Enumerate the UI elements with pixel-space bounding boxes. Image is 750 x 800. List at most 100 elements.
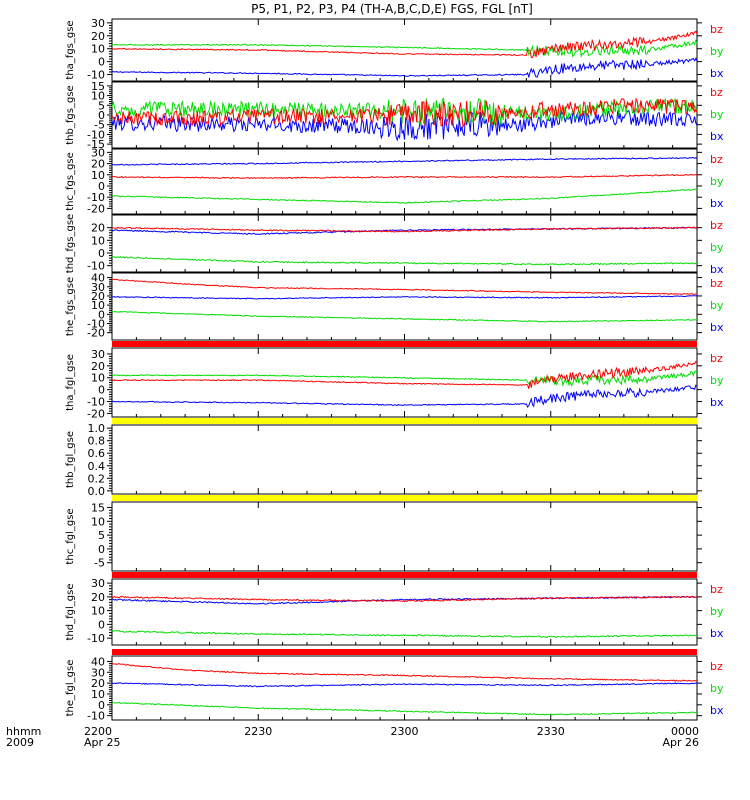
series-line-by: [111, 701, 698, 716]
legend-by: by: [710, 175, 724, 188]
y-tick-label: -10: [87, 128, 105, 141]
series-line-bx: [112, 156, 698, 166]
y-tick-label: -10: [87, 191, 105, 204]
series-line-bx: [111, 57, 698, 78]
y-tick-label: 30: [91, 17, 105, 30]
status-bar: [112, 649, 697, 655]
status-bar: [112, 418, 697, 424]
y-tick-label: 1.0: [88, 422, 106, 435]
legend-bz: bz: [710, 219, 723, 232]
y-tick-label: 0.0: [88, 485, 106, 498]
legend-bx: bx: [710, 627, 724, 640]
panel-frame: [111, 655, 698, 721]
panel-frame: [111, 424, 698, 495]
status-bar: [112, 495, 697, 501]
y-tick-label: 0: [98, 56, 105, 69]
y-tick-label: 10: [91, 234, 105, 247]
y-tick-label: 30: [91, 146, 105, 159]
series-line-bz: [111, 662, 698, 682]
panel-frame: [111, 18, 698, 82]
y-tick-label: 30: [91, 348, 105, 361]
y-tick-label: 10: [91, 372, 105, 385]
y-tick-label: 20: [91, 158, 105, 171]
y-tick-label: 0: [98, 247, 105, 260]
legend-bz: bz: [710, 660, 723, 673]
legend-by: by: [710, 299, 724, 312]
y-tick-label: 10: [91, 299, 105, 312]
legend-bx: bx: [710, 321, 724, 334]
y-tick-label: -5: [94, 557, 105, 570]
series-line-bz: [111, 595, 698, 603]
legend-by: by: [710, 108, 724, 121]
y-tick-label: -10: [87, 260, 105, 273]
panel-ylabel: thd_fgs_gse: [65, 214, 76, 273]
y-tick-label: 20: [91, 677, 105, 690]
y-tick-label: 0.2: [88, 472, 106, 485]
panel-ylabel: tha_fgl_gse: [65, 354, 76, 411]
plot-title: P5, P1, P2, P3, P4 (TH-A,B,C,D,E) FGS, F…: [251, 2, 533, 16]
legend-bx: bx: [710, 197, 724, 210]
series-line-bz: [112, 278, 698, 295]
panel-frame: [111, 501, 698, 572]
x-row-label-year: 2009: [6, 736, 34, 749]
y-tick-label: 0: [98, 618, 105, 631]
series-line-by: [112, 38, 698, 58]
y-tick-label: 10: [91, 688, 105, 701]
y-tick-label: -5: [94, 119, 105, 132]
series-line-bx: [111, 295, 698, 300]
x-row-label-time: hhmm: [6, 725, 41, 738]
y-tick-label: 15: [91, 502, 105, 515]
legend-bx: bx: [710, 704, 724, 717]
status-bar: [112, 572, 697, 578]
y-tick-label: -10: [87, 632, 105, 645]
y-tick-label: 20: [91, 591, 105, 604]
legend-bz: bz: [710, 583, 723, 596]
y-tick-label: 0: [98, 180, 105, 193]
y-tick-label: -15: [87, 138, 105, 151]
y-tick-label: 20: [91, 222, 105, 235]
y-tick-label: 40: [91, 272, 105, 285]
series-line-bz: [111, 30, 698, 59]
y-tick-label: 0: [98, 308, 105, 321]
legend-bz: bz: [710, 352, 723, 365]
y-tick-label: 0: [98, 699, 105, 712]
y-tick-label: 30: [91, 666, 105, 679]
y-tick-label: 5: [98, 529, 105, 542]
y-tick-label: -10: [87, 710, 105, 723]
series-line-by: [111, 188, 698, 204]
y-tick-label: 40: [91, 655, 105, 668]
series-line-bz: [111, 226, 698, 233]
y-tick-label: 0.4: [88, 460, 106, 473]
y-tick-label: 20: [91, 360, 105, 373]
series-line-by: [111, 310, 698, 323]
panel-thb_fgl_gse: 1.00.80.60.40.20.0 thb_fgl_gse: [65, 422, 702, 498]
panel-ylabel: thc_fgl_gse: [65, 508, 76, 564]
legend-bx: bx: [710, 130, 724, 143]
y-tick-label: -20: [87, 202, 105, 215]
legend-bz: bz: [710, 23, 723, 36]
legend-by: by: [710, 45, 724, 58]
y-tick-label: 10: [91, 43, 105, 56]
series-line-bx: [111, 109, 698, 142]
legend-bx: bx: [710, 263, 724, 276]
y-tick-label: 0: [98, 109, 105, 122]
x-tick-label: 2230: [244, 725, 272, 738]
panel-ylabel: thb_fgl_gse: [65, 431, 76, 488]
y-tick-label: 10: [91, 605, 105, 618]
series-line-by: [111, 630, 698, 638]
series-line-by: [111, 370, 698, 388]
x-tick-label: 2200: [84, 725, 112, 738]
legend-bz: bz: [710, 153, 723, 166]
y-tick-label: 5: [98, 99, 105, 112]
y-tick-label: 10: [91, 90, 105, 103]
panel-ylabel: the_fgs_gse: [65, 277, 76, 336]
y-tick-label: -10: [87, 396, 105, 409]
legend-by: by: [710, 605, 724, 618]
